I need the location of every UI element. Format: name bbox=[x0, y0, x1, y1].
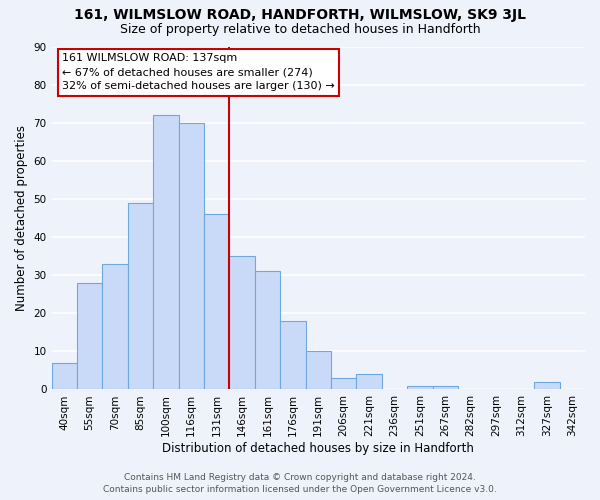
Y-axis label: Number of detached properties: Number of detached properties bbox=[15, 125, 28, 311]
Text: Size of property relative to detached houses in Handforth: Size of property relative to detached ho… bbox=[119, 22, 481, 36]
Bar bbox=[356, 374, 382, 390]
Bar bbox=[331, 378, 356, 390]
Bar bbox=[179, 122, 204, 390]
Text: Contains HM Land Registry data © Crown copyright and database right 2024.
Contai: Contains HM Land Registry data © Crown c… bbox=[103, 472, 497, 494]
Bar bbox=[52, 363, 77, 390]
Text: 161, WILMSLOW ROAD, HANDFORTH, WILMSLOW, SK9 3JL: 161, WILMSLOW ROAD, HANDFORTH, WILMSLOW,… bbox=[74, 8, 526, 22]
Bar bbox=[280, 321, 305, 390]
X-axis label: Distribution of detached houses by size in Handforth: Distribution of detached houses by size … bbox=[163, 442, 474, 455]
Bar bbox=[128, 202, 153, 390]
Bar bbox=[77, 283, 103, 390]
Bar bbox=[204, 214, 229, 390]
Bar bbox=[305, 352, 331, 390]
Bar bbox=[255, 272, 280, 390]
Bar bbox=[433, 386, 458, 390]
Bar bbox=[229, 256, 255, 390]
Text: 161 WILMSLOW ROAD: 137sqm
← 67% of detached houses are smaller (274)
32% of semi: 161 WILMSLOW ROAD: 137sqm ← 67% of detac… bbox=[62, 54, 335, 92]
Bar bbox=[153, 115, 179, 390]
Bar bbox=[534, 382, 560, 390]
Bar bbox=[407, 386, 433, 390]
Bar bbox=[103, 264, 128, 390]
